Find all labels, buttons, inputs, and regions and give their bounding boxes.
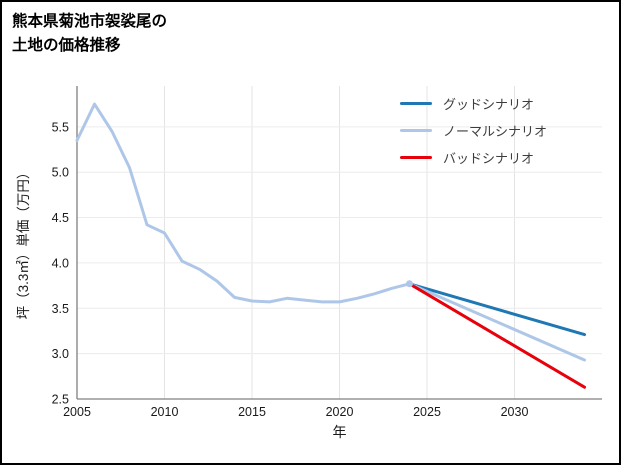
svg-text:4.5: 4.5 — [52, 211, 69, 225]
svg-text:5.5: 5.5 — [52, 120, 69, 134]
svg-text:2030: 2030 — [501, 405, 529, 419]
svg-text:年: 年 — [333, 424, 347, 440]
svg-text:2015: 2015 — [238, 405, 266, 419]
page-title-line2: 土地の価格推移 — [12, 37, 121, 55]
legend-item-good: グッドシナリオ — [400, 94, 547, 113]
legend-line-normal-icon — [400, 128, 432, 133]
svg-text:2.5: 2.5 — [52, 393, 69, 407]
legend-item-bad: バッドシナリオ — [400, 148, 547, 167]
svg-text:4.0: 4.0 — [52, 256, 69, 270]
legend-item-normal: ノーマルシナリオ — [400, 121, 547, 140]
chart-legend: グッドシナリオ ノーマルシナリオ バッドシナリオ — [400, 94, 547, 175]
svg-text:2025: 2025 — [413, 405, 441, 419]
page-title-line1: 熊本県菊池市袈裟尾の — [12, 13, 168, 30]
legend-label-normal: ノーマルシナリオ — [443, 124, 548, 139]
legend-line-bad-icon — [400, 155, 432, 160]
legend-label-bad: バッドシナリオ — [443, 151, 535, 166]
svg-text:2010: 2010 — [151, 405, 179, 419]
svg-text:3.0: 3.0 — [52, 347, 69, 361]
svg-text:坪（3.3㎡）単価（万円）: 坪（3.3㎡）単価（万円） — [16, 166, 31, 320]
page-title: 熊本県菊池市袈裟尾の 土地の価格推移 — [12, 10, 167, 58]
svg-text:5.0: 5.0 — [52, 166, 69, 180]
svg-text:2020: 2020 — [326, 405, 354, 419]
legend-label-good: グッドシナリオ — [443, 97, 535, 112]
svg-text:2005: 2005 — [63, 405, 91, 419]
legend-line-good-icon — [400, 101, 432, 106]
svg-text:3.5: 3.5 — [52, 302, 69, 316]
